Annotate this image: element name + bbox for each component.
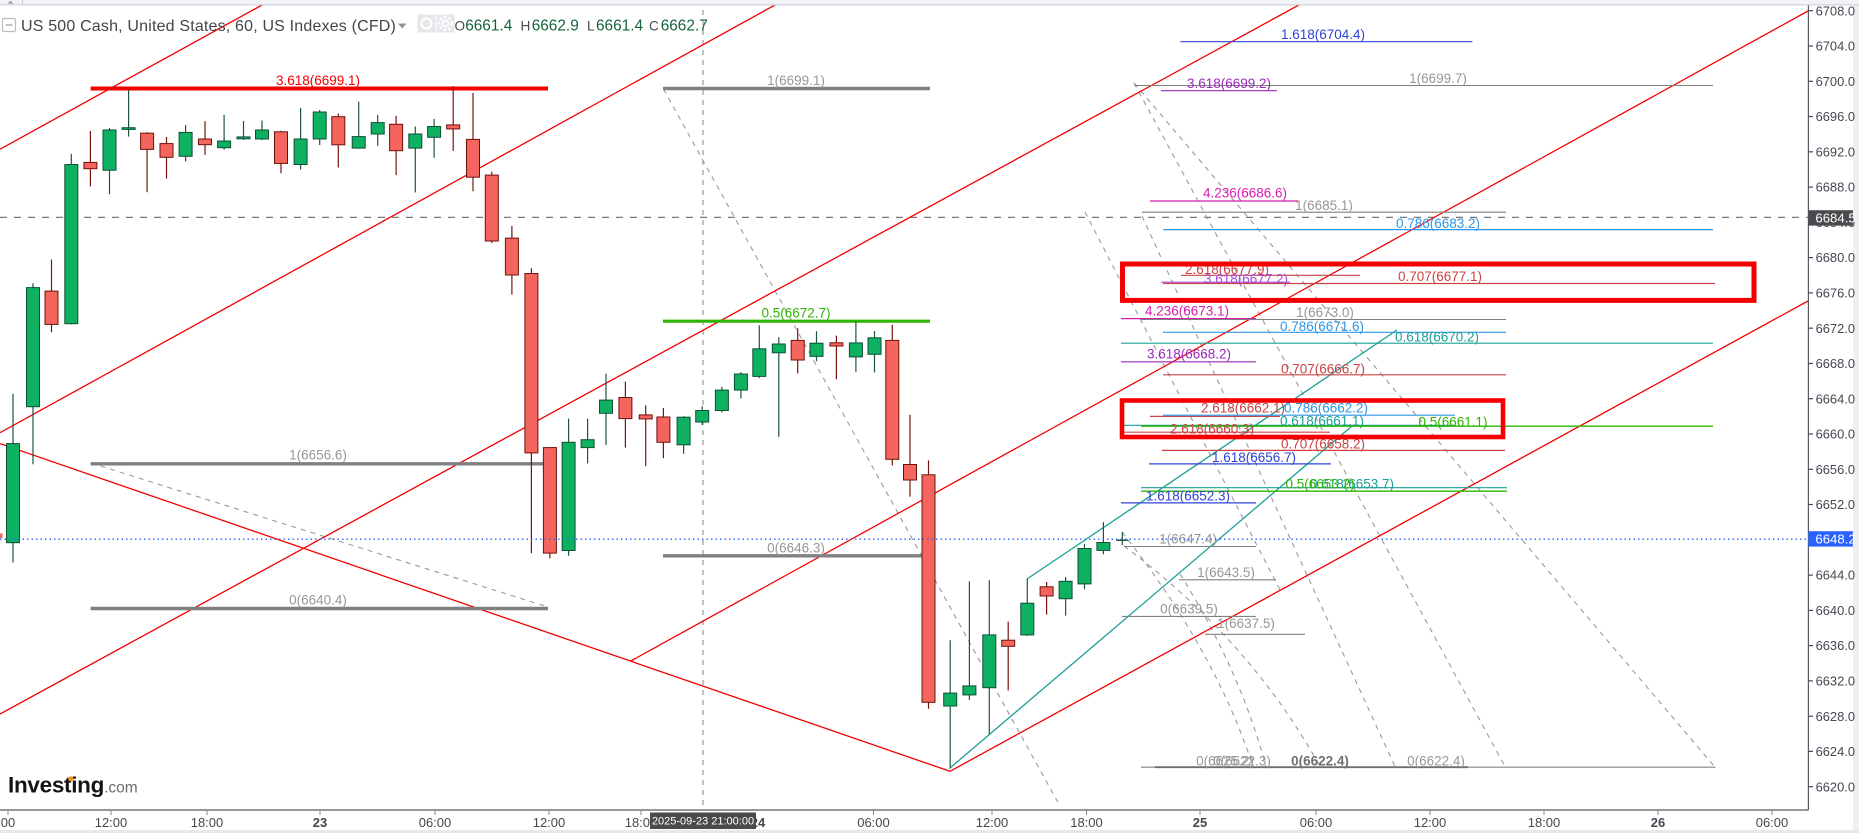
- svg-text:C: C: [649, 19, 659, 34]
- svg-text:6684.5: 6684.5: [1815, 211, 1855, 226]
- svg-text:06:00: 06:00: [857, 815, 890, 830]
- svg-text:18:00: 18:00: [191, 815, 224, 830]
- svg-text:0(6622.4): 0(6622.4): [1407, 753, 1465, 768]
- svg-text:1.618(6652.3): 1.618(6652.3): [1146, 489, 1230, 504]
- svg-text:3.618(6668.2): 3.618(6668.2): [1147, 347, 1231, 362]
- svg-text:18:00: 18:00: [1528, 815, 1561, 830]
- svg-text:6680.0: 6680.0: [1816, 250, 1855, 265]
- svg-text:3.618(6699.1): 3.618(6699.1): [276, 73, 360, 88]
- svg-text:0(6640.4): 0(6640.4): [289, 593, 347, 608]
- svg-text:6708.0: 6708.0: [1816, 3, 1855, 18]
- svg-text:6636.0: 6636.0: [1816, 638, 1855, 653]
- svg-text:O: O: [455, 19, 466, 34]
- svg-text:2.618(6662.1): 2.618(6662.1): [1201, 401, 1285, 416]
- svg-text:0(6646.3): 0(6646.3): [767, 541, 825, 556]
- svg-text:6704.0: 6704.0: [1816, 39, 1855, 54]
- svg-text:06:00: 06:00: [1300, 815, 1333, 830]
- svg-text:2025-09-23 21:00:00: 2025-09-23 21:00:00: [652, 816, 754, 828]
- svg-text:6632.0: 6632.0: [1816, 674, 1855, 689]
- svg-text:1(6673.0): 1(6673.0): [1296, 305, 1354, 320]
- svg-text:0.5(6661.1): 0.5(6661.1): [1418, 414, 1487, 429]
- svg-text:0.618(6653.7): 0.618(6653.7): [1310, 476, 1394, 491]
- svg-text:H: H: [521, 19, 531, 34]
- svg-text:3.618(6677.2): 3.618(6677.2): [1204, 272, 1288, 287]
- svg-text:1.618(6704.4): 1.618(6704.4): [1281, 27, 1365, 42]
- svg-text:1(6656.6): 1(6656.6): [289, 448, 347, 463]
- svg-text:6620.0: 6620.0: [1816, 779, 1855, 794]
- svg-text:US 500 Cash, United States, 60: US 500 Cash, United States, 60, US Index…: [21, 18, 396, 35]
- svg-text:0.5(6653.2): 0.5(6653.2): [1285, 476, 1354, 491]
- svg-text:06:00: 06:00: [419, 815, 452, 830]
- svg-text:6640.0: 6640.0: [1816, 603, 1855, 618]
- svg-text:0(6639.5): 0(6639.5): [1160, 601, 1218, 616]
- svg-text:6662.9: 6662.9: [532, 18, 579, 35]
- svg-text:6661.4: 6661.4: [596, 18, 644, 35]
- svg-text:12:00: 12:00: [95, 815, 128, 830]
- svg-text:6676.0: 6676.0: [1816, 286, 1855, 301]
- svg-text:6661.4: 6661.4: [465, 18, 513, 35]
- svg-text:0(6622.3): 0(6622.3): [1213, 753, 1271, 768]
- svg-text:6688.0: 6688.0: [1816, 180, 1855, 195]
- svg-text:0.618(6670.2): 0.618(6670.2): [1395, 330, 1479, 345]
- svg-text:0.707(6677.1): 0.707(6677.1): [1398, 269, 1482, 284]
- svg-text:6652.0: 6652.0: [1816, 497, 1855, 512]
- svg-text:6644.0: 6644.0: [1816, 568, 1855, 583]
- svg-text:4.236(6673.1): 4.236(6673.1): [1145, 303, 1229, 318]
- svg-text:12:00: 12:00: [1414, 815, 1447, 830]
- svg-text:2.618(6660.3): 2.618(6660.3): [1170, 422, 1254, 437]
- svg-text:L: L: [587, 19, 595, 34]
- svg-text:18:00: 18:00: [625, 815, 658, 830]
- svg-text:1(6643.5): 1(6643.5): [1197, 565, 1255, 580]
- svg-text:0.707(6658.2): 0.707(6658.2): [1281, 437, 1365, 452]
- svg-text:12:00: 12:00: [533, 815, 566, 830]
- svg-text:6660.0: 6660.0: [1816, 427, 1855, 442]
- svg-text:6656.0: 6656.0: [1816, 462, 1855, 477]
- svg-text:6672.0: 6672.0: [1816, 321, 1855, 336]
- svg-text:0.618(6661.1): 0.618(6661.1): [1280, 414, 1364, 429]
- svg-text:6668.0: 6668.0: [1816, 356, 1855, 371]
- svg-text:1(6637.5): 1(6637.5): [1217, 616, 1275, 631]
- svg-text:6648.2: 6648.2: [1815, 532, 1855, 547]
- svg-text:0(6625.2): 0(6625.2): [1196, 753, 1254, 768]
- svg-text:6624.0: 6624.0: [1816, 744, 1855, 759]
- svg-text:6628.0: 6628.0: [1816, 709, 1855, 724]
- svg-text:00: 00: [1, 815, 15, 830]
- svg-text:18:00: 18:00: [1070, 815, 1103, 830]
- svg-text:6696.0: 6696.0: [1816, 109, 1855, 124]
- svg-text:0.786(6671.6): 0.786(6671.6): [1280, 319, 1364, 334]
- svg-text:0.5(6672.7): 0.5(6672.7): [761, 306, 830, 321]
- svg-text:6692.0: 6692.0: [1816, 144, 1855, 159]
- svg-text:06:00: 06:00: [1756, 815, 1789, 830]
- svg-text:1(6685.1): 1(6685.1): [1295, 198, 1353, 213]
- svg-text:25: 25: [1193, 815, 1207, 830]
- svg-text:1(6699.1): 1(6699.1): [767, 73, 825, 88]
- svg-text:1(6699.7): 1(6699.7): [1409, 71, 1467, 86]
- svg-text:0.707(6666.7): 0.707(6666.7): [1281, 362, 1365, 377]
- svg-text:4.236(6686.6): 4.236(6686.6): [1203, 186, 1287, 201]
- svg-text:0(6622.4): 0(6622.4): [1291, 753, 1349, 768]
- svg-text:0.786(6683.2): 0.786(6683.2): [1396, 216, 1480, 231]
- svg-text:26: 26: [1651, 815, 1665, 830]
- svg-text:12:00: 12:00: [976, 815, 1009, 830]
- svg-text:0.786(6662.2): 0.786(6662.2): [1284, 401, 1368, 416]
- svg-text:6662.7: 6662.7: [661, 18, 708, 35]
- svg-text:3.618(6699.2): 3.618(6699.2): [1187, 76, 1271, 91]
- svg-text:6700.0: 6700.0: [1816, 74, 1855, 89]
- svg-text:23: 23: [313, 815, 327, 830]
- svg-text:6664.0: 6664.0: [1816, 391, 1855, 406]
- svg-text:1.618(6656.7): 1.618(6656.7): [1212, 450, 1296, 465]
